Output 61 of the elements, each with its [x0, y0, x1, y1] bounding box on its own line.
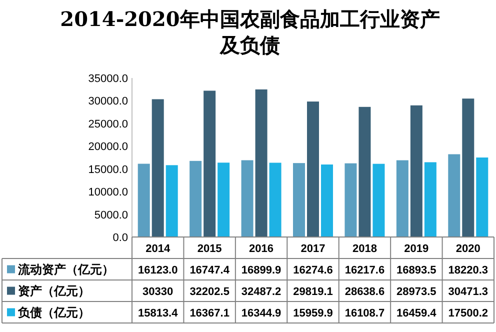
- y-tick-label: 0.0: [112, 232, 128, 244]
- bar: [138, 164, 150, 237]
- x-tick-label: 2019: [404, 242, 429, 255]
- x-tick-label: 2014: [146, 242, 171, 255]
- data-label: 32487.2: [241, 286, 282, 298]
- bar: [241, 160, 254, 237]
- y-tick-label: 30000.0: [88, 96, 128, 108]
- data-label: 16459.4: [396, 307, 438, 320]
- bar: [204, 90, 216, 237]
- bar: [396, 160, 408, 237]
- bar: [358, 106, 371, 237]
- bar: [255, 89, 268, 237]
- data-label: 16899.9: [241, 264, 282, 276]
- legend-label: 资产（亿元）: [18, 284, 90, 298]
- y-tick-label: 10000.0: [88, 186, 128, 199]
- data-label: 16274.6: [293, 264, 333, 276]
- x-tick-label: 2020: [456, 242, 480, 255]
- data-label: 29819.1: [293, 286, 333, 298]
- data-label: 28638.6: [344, 286, 385, 298]
- y-tick-label: 5000.0: [94, 209, 128, 222]
- data-label: 16893.5: [396, 264, 436, 276]
- x-tick-label: 2018: [352, 242, 377, 255]
- legend-label: 负债（亿元）: [17, 305, 90, 320]
- data-label: 16217.6: [344, 264, 385, 276]
- x-tick-label: 2017: [300, 242, 326, 255]
- data-label: 15813.4: [138, 307, 179, 320]
- x-tick-label: 2016: [249, 242, 274, 255]
- x-tick-label: 2015: [197, 242, 222, 255]
- bar: [190, 160, 202, 237]
- y-tick-label: 20000.0: [88, 141, 128, 154]
- bar: [372, 164, 385, 237]
- data-label: 16108.7: [344, 307, 385, 320]
- y-tick-label: 35000.0: [88, 73, 128, 85]
- data-label: 18220.3: [448, 264, 488, 276]
- bar: [410, 105, 422, 237]
- data-label: 30471.3: [448, 286, 488, 298]
- bar: [424, 162, 436, 237]
- bar: [166, 165, 178, 237]
- bar: [293, 163, 305, 237]
- bar: [462, 98, 474, 237]
- bar: [448, 154, 460, 237]
- bar: [269, 162, 282, 237]
- legend-label: 流动资产（亿元）: [17, 262, 114, 276]
- data-label: 16747.4: [190, 264, 230, 276]
- bar: [307, 102, 319, 237]
- chart-title: 2014-2020年中国农副食品加工行业资产及负债: [60, 6, 440, 58]
- y-tick-label: 15000.0: [88, 164, 128, 176]
- bar: [321, 164, 333, 237]
- y-tick-label: 25000.0: [88, 118, 128, 130]
- bar: [344, 163, 357, 237]
- data-label: 16123.0: [138, 264, 178, 276]
- data-label: 17500.2: [448, 307, 488, 320]
- data-label: 32202.5: [190, 286, 230, 298]
- data-label: 16367.1: [190, 307, 230, 320]
- data-label: 30330: [142, 286, 174, 298]
- bar: [218, 162, 230, 237]
- bar: [476, 158, 488, 237]
- data-label: 16344.9: [241, 307, 282, 320]
- data-label: 28973.5: [396, 286, 436, 298]
- bar: [152, 99, 164, 237]
- data-label: 15959.9: [293, 307, 333, 320]
